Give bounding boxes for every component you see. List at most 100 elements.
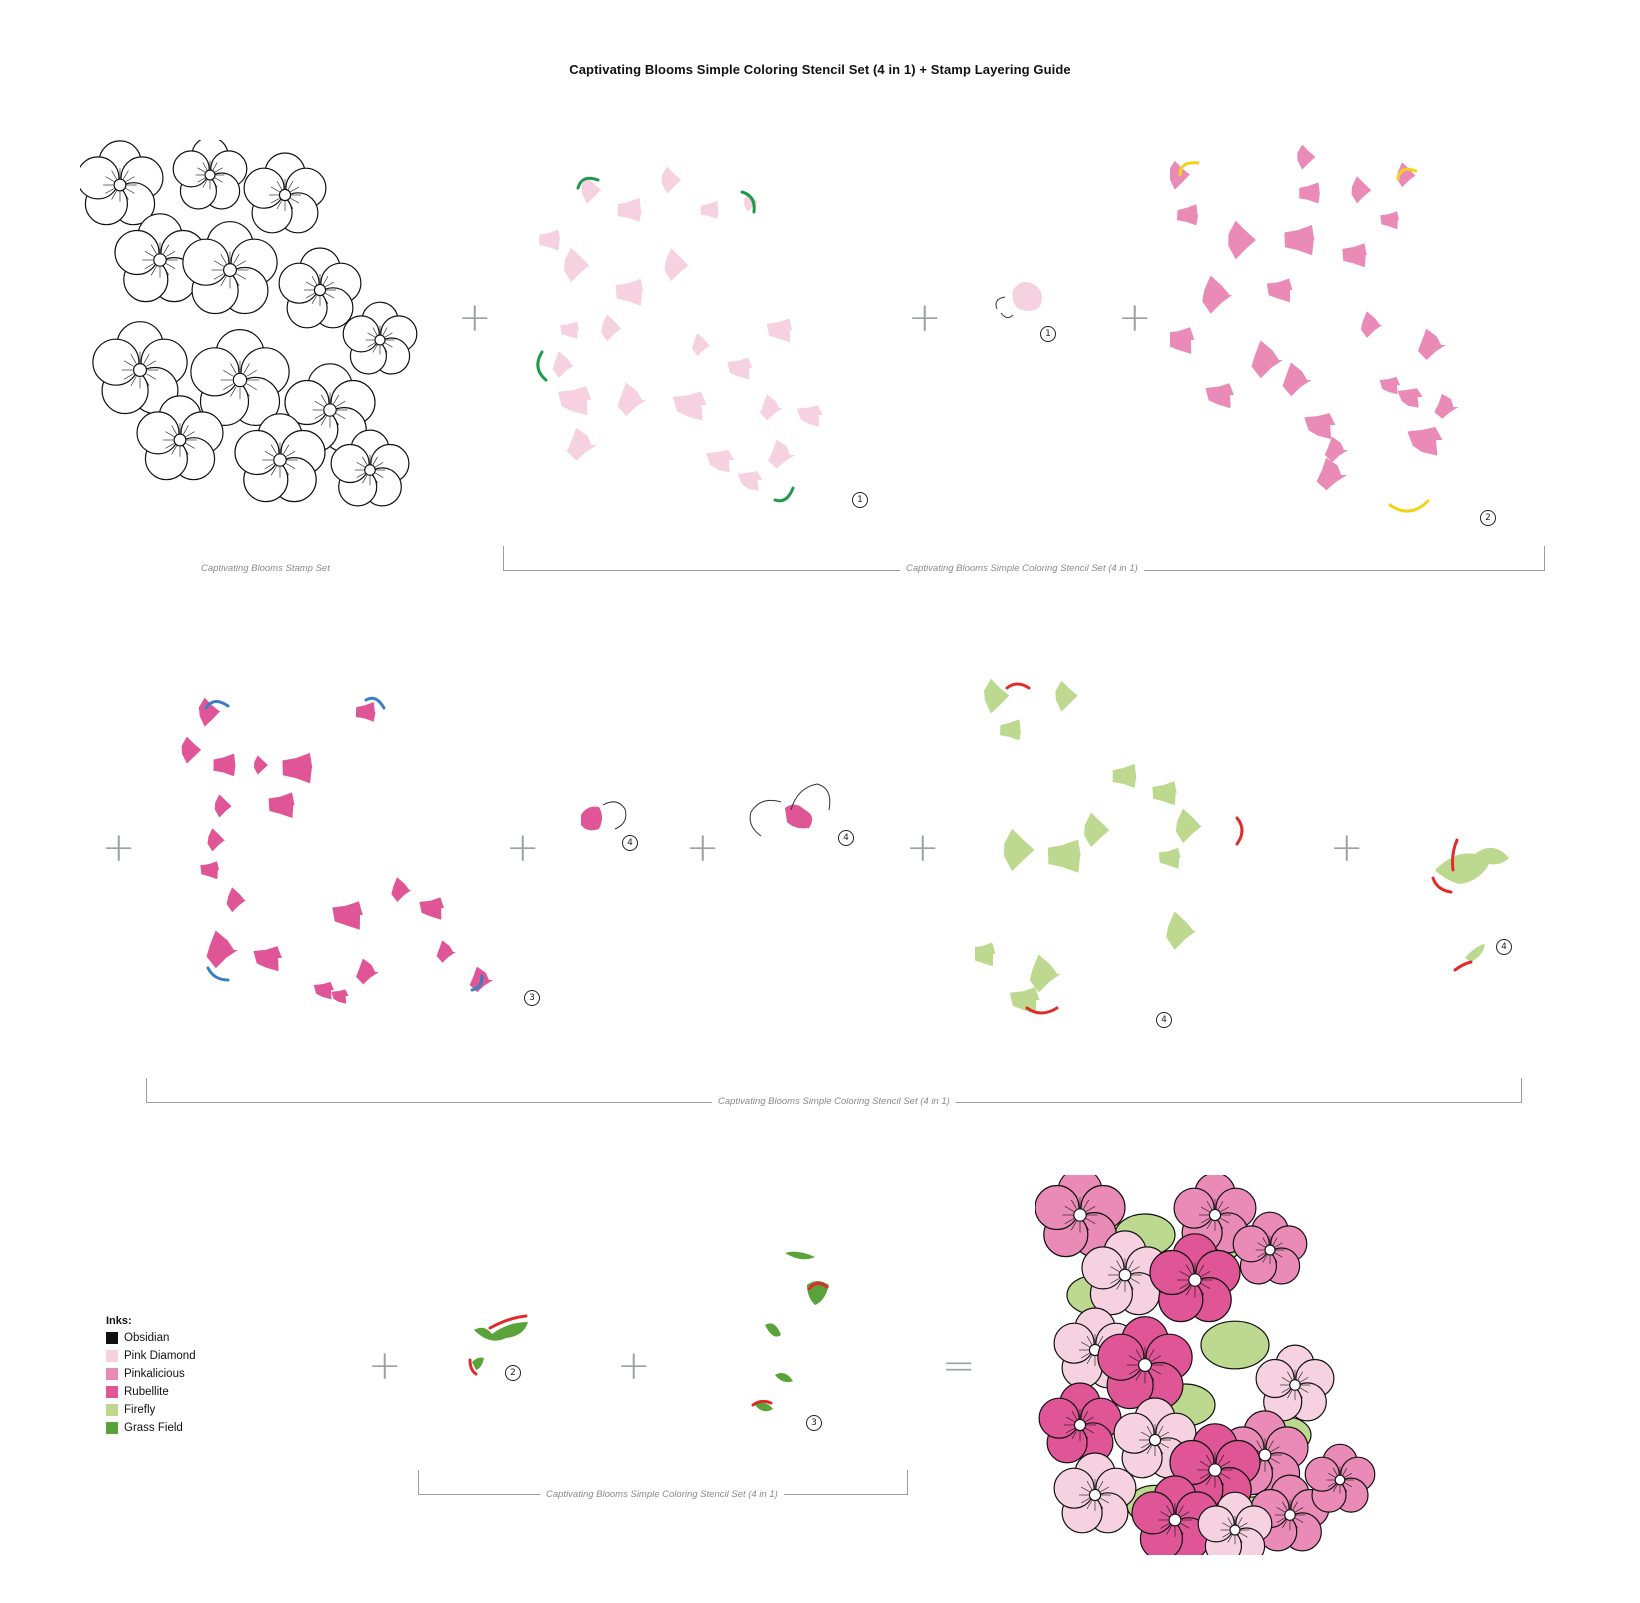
petal-shape (1380, 211, 1400, 230)
caption-stamp-set: Captivating Blooms Stamp Set (195, 563, 336, 574)
petal-shape (1417, 328, 1446, 360)
leaf-shape (999, 719, 1022, 741)
petal-shape (331, 989, 349, 1004)
ink-legend-title: Inks: (106, 1315, 132, 1327)
ink-name: Obsidian (124, 1332, 170, 1344)
petal-shape (727, 357, 752, 380)
petal-shape (1251, 340, 1283, 379)
petal-shape (226, 887, 247, 913)
petal-shape (253, 946, 282, 972)
petal-shape (1284, 225, 1315, 256)
stencil-layer-grass-field-1 (468, 1314, 528, 1376)
petal-shape (200, 861, 220, 880)
plus-sign: + (458, 295, 492, 341)
petal-shape (552, 351, 575, 378)
petal-shape (796, 405, 823, 427)
leaf-shape (1009, 987, 1040, 1014)
page-title: Captivating Blooms Simple Coloring Stenc… (569, 62, 1071, 77)
petal-shape (737, 471, 763, 491)
leaf-shape (1175, 808, 1203, 843)
colored-flower (1149, 1233, 1241, 1323)
petal-shape (313, 981, 334, 1000)
step-number-badge: 4 (622, 835, 638, 851)
outline-flower (114, 213, 206, 303)
petal-shape (1282, 362, 1312, 397)
stencil-detail-layer-1 (995, 282, 1042, 319)
petal-shape (1297, 145, 1316, 170)
ink-name: Pink Diamond (124, 1350, 196, 1362)
ink-swatch (106, 1368, 118, 1380)
stencil-layer-2-pinkalicious (1170, 145, 1459, 513)
ink-legend-item: Pink Diamond (106, 1347, 196, 1365)
petal-shape (617, 197, 642, 222)
caption-stencil-set: Captivating Blooms Simple Coloring Stenc… (712, 1096, 956, 1107)
stencil-layer-3-rubellite (181, 696, 494, 1004)
ink-legend: Inks: Obsidian Pink Diamond Pinkalicious Ru… (106, 1315, 196, 1437)
petal-shape (1228, 220, 1256, 260)
petal-shape (768, 439, 796, 469)
colored-flower (1255, 1344, 1335, 1422)
petal-shape (181, 736, 202, 764)
petal-shape (692, 333, 711, 357)
petal-shape (1205, 383, 1234, 409)
ink-legend-item: Grass Field (106, 1419, 196, 1437)
step-number-badge: 4 (1496, 939, 1512, 955)
petal-shape (1170, 327, 1195, 354)
leaf-shape (1166, 911, 1197, 950)
stencil-layer-grass-field-2 (751, 1251, 829, 1412)
leaf-shape (983, 678, 1010, 714)
outline-flower (182, 221, 278, 315)
petal-shape (332, 901, 363, 930)
petal-shape (661, 166, 682, 194)
ink-name: Pinkalicious (124, 1368, 185, 1380)
stencil-detail-layer-3b (749, 783, 831, 837)
petal-shape (436, 940, 456, 963)
petal-shape (1434, 393, 1459, 419)
ink-swatch (106, 1350, 118, 1362)
step-number-badge: 4 (838, 830, 854, 846)
step-number-badge: 2 (505, 1365, 521, 1381)
leaf-shape (1200, 1320, 1270, 1370)
petal-shape (1351, 176, 1372, 204)
petal-shape (1266, 278, 1293, 303)
outline-flower (234, 413, 326, 503)
ink-name: Rubellite (124, 1386, 169, 1398)
step-number-badge: 1 (852, 492, 868, 508)
outline-flower (330, 429, 410, 507)
plus-sign: + (368, 1343, 402, 1389)
stamp-outline-art (80, 140, 418, 507)
petal-shape (760, 394, 783, 421)
petal-shape (1379, 376, 1400, 395)
step-number-badge: 4 (1156, 1012, 1172, 1028)
petal-shape (664, 248, 690, 282)
ink-swatch (106, 1404, 118, 1416)
petal-shape (268, 792, 295, 818)
plus-sign: + (1330, 825, 1364, 871)
step-number-badge: 2 (1480, 510, 1496, 526)
step-number-badge: 3 (524, 990, 540, 1006)
petal-shape (207, 828, 226, 852)
colored-flower (1250, 1474, 1330, 1552)
step-number-badge: 3 (806, 1415, 822, 1431)
petal-shape (564, 247, 590, 283)
stencil-detail-layer-3a (581, 801, 627, 831)
petal-shape (419, 897, 444, 920)
outline-flower (190, 329, 290, 426)
outline-flower (80, 140, 164, 226)
petal-shape (617, 382, 647, 417)
petal-shape (766, 318, 793, 343)
petal-shape (1324, 436, 1349, 463)
equals-sign: = (942, 1343, 976, 1389)
petal-shape (1316, 457, 1348, 491)
petal-shape (213, 753, 236, 777)
petal-shape (581, 176, 602, 204)
petal-shape (356, 958, 379, 985)
petal-shape (700, 200, 719, 219)
petal-shape (744, 192, 758, 212)
petal-shape (705, 449, 734, 473)
colored-flower (1097, 1316, 1193, 1410)
finished-bouquet-result (1035, 1175, 1376, 1555)
petal-shape (1202, 275, 1233, 314)
ink-legend-item: Rubellite (106, 1383, 196, 1401)
petal-shape (1360, 311, 1383, 338)
